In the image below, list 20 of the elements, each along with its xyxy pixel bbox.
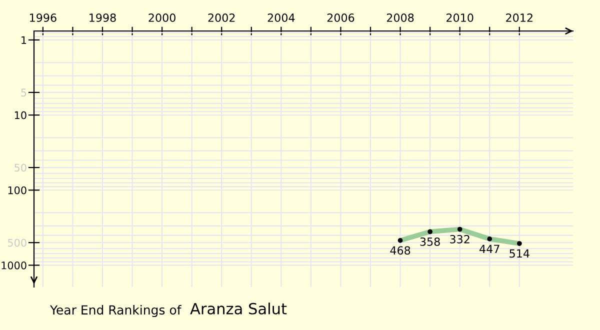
x-tick-label: 1996 — [30, 14, 56, 22]
x-tick-label: 1998 — [90, 14, 116, 22]
y-tick-label: 1000 — [2, 261, 26, 270]
x-tick-label: 2012 — [506, 14, 532, 22]
text: Aranza Salut — [190, 302, 287, 314]
data-label: 514 — [510, 249, 530, 258]
x-tick-label: 2006 — [327, 14, 354, 22]
y-tick-label: 100 — [8, 186, 26, 194]
data-label: 358 — [420, 237, 440, 246]
y-tick-label: 10 — [14, 111, 26, 120]
data-label: 468 — [390, 246, 410, 255]
x-tick-label: 2000 — [148, 14, 176, 22]
data-label: 332 — [450, 235, 470, 244]
x-tick-label: 2004 — [268, 14, 295, 22]
x-tick-label: 2008 — [386, 14, 414, 22]
text: Year End Rankings of — [50, 304, 182, 318]
data-label: 447 — [480, 244, 500, 253]
y-tick-label: 1 — [22, 36, 26, 44]
x-tick-label: 2010 — [446, 14, 474, 22]
x-tick-label: 2002 — [208, 14, 235, 22]
